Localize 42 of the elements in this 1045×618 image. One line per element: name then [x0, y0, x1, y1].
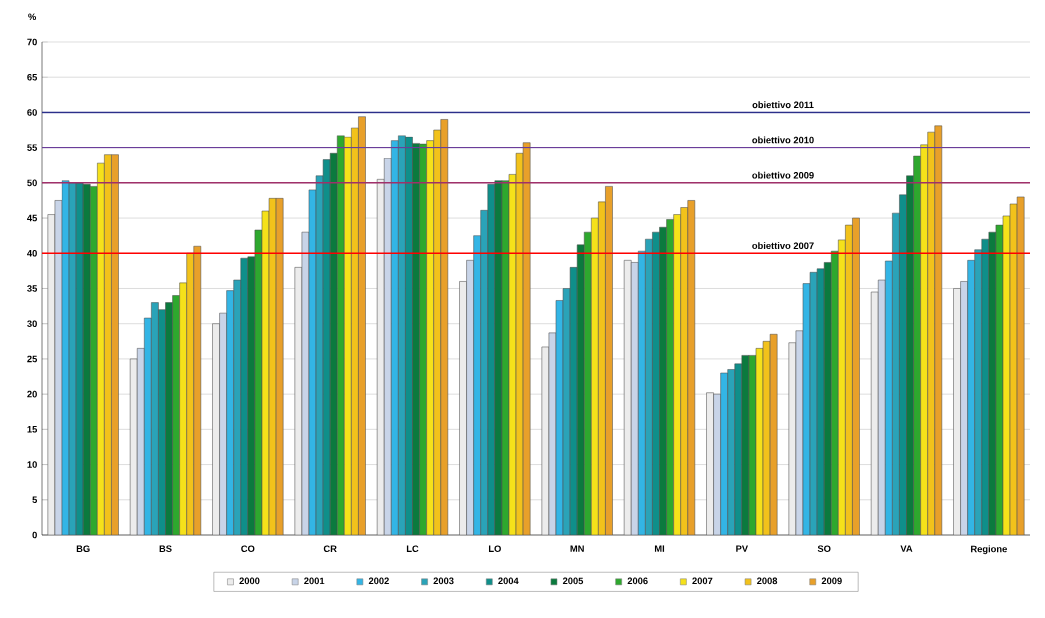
y-tick-label: 35	[27, 285, 38, 292]
y-tick-label: 20	[27, 390, 37, 398]
legend-label: 2005	[562, 577, 584, 585]
y-tick-label: 55	[27, 144, 38, 151]
y-tick-label: 70	[27, 38, 37, 46]
y-tick-label: 15	[27, 426, 38, 433]
x-tick-label: LO	[488, 545, 501, 552]
x-tick-label: VA	[900, 545, 913, 552]
legend-label: 2007	[692, 577, 713, 585]
y-tick-label: 10	[27, 461, 37, 468]
y-tick-label: 50	[27, 179, 37, 187]
y-tick-label: 45	[27, 214, 38, 222]
x-tick-label: SO	[817, 545, 831, 552]
legend-label: 2004	[498, 577, 519, 585]
y-tick-label: 60	[27, 109, 37, 116]
x-tick-label: PV	[736, 545, 748, 552]
ref-line-label: obiettivo 2011	[752, 101, 814, 109]
y-tick-label: 30	[27, 320, 37, 328]
x-tick-label: CO	[241, 545, 255, 552]
x-tick-label: Regione	[971, 545, 1007, 555]
legend-label: 2009	[821, 577, 842, 585]
y-axis-title: %	[28, 13, 37, 21]
x-tick-label: LC	[406, 545, 419, 552]
legend-label: 2001	[304, 577, 325, 585]
legend-label: 2002	[368, 577, 389, 585]
legend-label: 2003	[433, 577, 454, 585]
legend-label: 2006	[627, 577, 648, 585]
y-tick-label: 0	[32, 531, 37, 539]
y-tick-label: 25	[27, 355, 38, 363]
x-tick-label: BS	[159, 545, 172, 552]
ref-line-label: obiettivo 2007	[752, 242, 814, 250]
y-tick-label: 5	[32, 496, 38, 504]
x-tick-label: CR	[323, 545, 337, 552]
x-tick-label: BG	[76, 545, 90, 552]
legend-label: 2000	[239, 577, 260, 585]
x-tick-label: MI	[654, 545, 665, 552]
x-tick-label: MN	[570, 545, 584, 552]
y-tick-label: 40	[27, 249, 37, 257]
legend-label: 2008	[757, 577, 778, 585]
y-tick-label: 65	[27, 73, 38, 81]
ref-line-label: obiettivo 2010	[752, 136, 814, 144]
ref-line-label: obiettivo 2009	[752, 171, 814, 179]
